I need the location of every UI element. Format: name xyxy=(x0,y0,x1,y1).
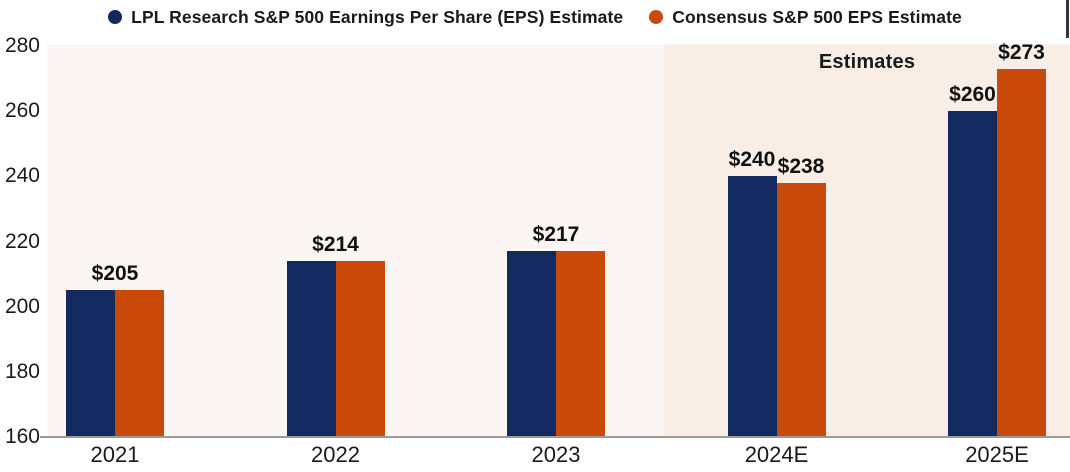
bar-consensus-2025E: $273 xyxy=(997,41,1046,437)
bar-group-2025E: $260 $273 xyxy=(948,41,1046,437)
x-axis-category-labels: 2021 2022 2023 2024E 2025E xyxy=(47,442,1070,468)
plot-area: Estimates $205 $214 $217 $240 $238 $260 $273 xyxy=(47,41,1070,437)
y-tick-260: 260 xyxy=(4,99,40,123)
data-label-lpl-2025E: $260 xyxy=(949,83,996,107)
chart-legend: LPL Research S&P 500 Earnings Per Share … xyxy=(0,4,1070,30)
bar-consensus-2021 xyxy=(115,290,164,437)
legend-item-lpl-label: LPL Research S&P 500 Earnings Per Share … xyxy=(131,6,624,27)
x-label-2023: 2023 xyxy=(531,442,581,467)
legend-item-lpl: LPL Research S&P 500 Earnings Per Share … xyxy=(108,7,623,28)
bar-consensus-2023 xyxy=(556,251,605,437)
bar-group-2023: $217 xyxy=(507,223,605,437)
y-tick-180: 180 xyxy=(4,359,40,383)
lpl-series-dot-icon xyxy=(108,10,123,24)
window-edge-artifact xyxy=(1066,0,1069,38)
bar-lpl-2021: $205 xyxy=(66,262,138,437)
consensus-series-dot-icon xyxy=(649,10,664,24)
x-label-2021: 2021 xyxy=(90,442,140,467)
estimates-annotation: Estimates xyxy=(818,51,916,73)
bar-group-2024E: $240 $238 xyxy=(727,148,826,437)
data-label-consensus-2025E: $273 xyxy=(998,40,1045,64)
legend-item-consensus: Consensus S&P 500 EPS Estimate xyxy=(649,7,962,28)
bars-container: $205 $214 $217 $240 $238 $260 $273 xyxy=(47,41,1070,437)
data-label-lpl-2024E: $240 xyxy=(728,148,776,172)
x-label-2022: 2022 xyxy=(311,442,360,467)
legend-item-consensus-label: Consensus S&P 500 EPS Estimate xyxy=(672,6,962,27)
bar-group-2022: $214 xyxy=(286,233,385,437)
data-label-2022: $214 xyxy=(312,233,359,256)
y-tick-160: 160 xyxy=(4,425,40,448)
bar-lpl-2022: $214 xyxy=(286,233,359,437)
data-label-2021: $205 xyxy=(91,262,139,286)
bar-consensus-2022 xyxy=(335,261,385,437)
x-axis-line xyxy=(40,436,1070,438)
data-label-2023: $217 xyxy=(532,223,580,247)
bar-group-2021: $205 xyxy=(66,262,164,437)
x-label-2025E: 2025E xyxy=(965,442,1029,467)
y-tick-240: 240 xyxy=(4,164,40,188)
y-tick-200: 200 xyxy=(4,294,40,318)
bar-lpl-2023: $217 xyxy=(507,223,579,437)
x-label-2024E: 2024E xyxy=(744,442,809,467)
data-label-consensus-2024E: $238 xyxy=(777,154,825,178)
y-tick-280: 280 xyxy=(4,34,40,57)
bar-consensus-2024E: $238 xyxy=(776,155,826,437)
bar-lpl-2024E: $240 xyxy=(727,148,777,437)
bar-lpl-2025E: $260 xyxy=(948,83,997,437)
y-tick-220: 220 xyxy=(4,229,40,253)
